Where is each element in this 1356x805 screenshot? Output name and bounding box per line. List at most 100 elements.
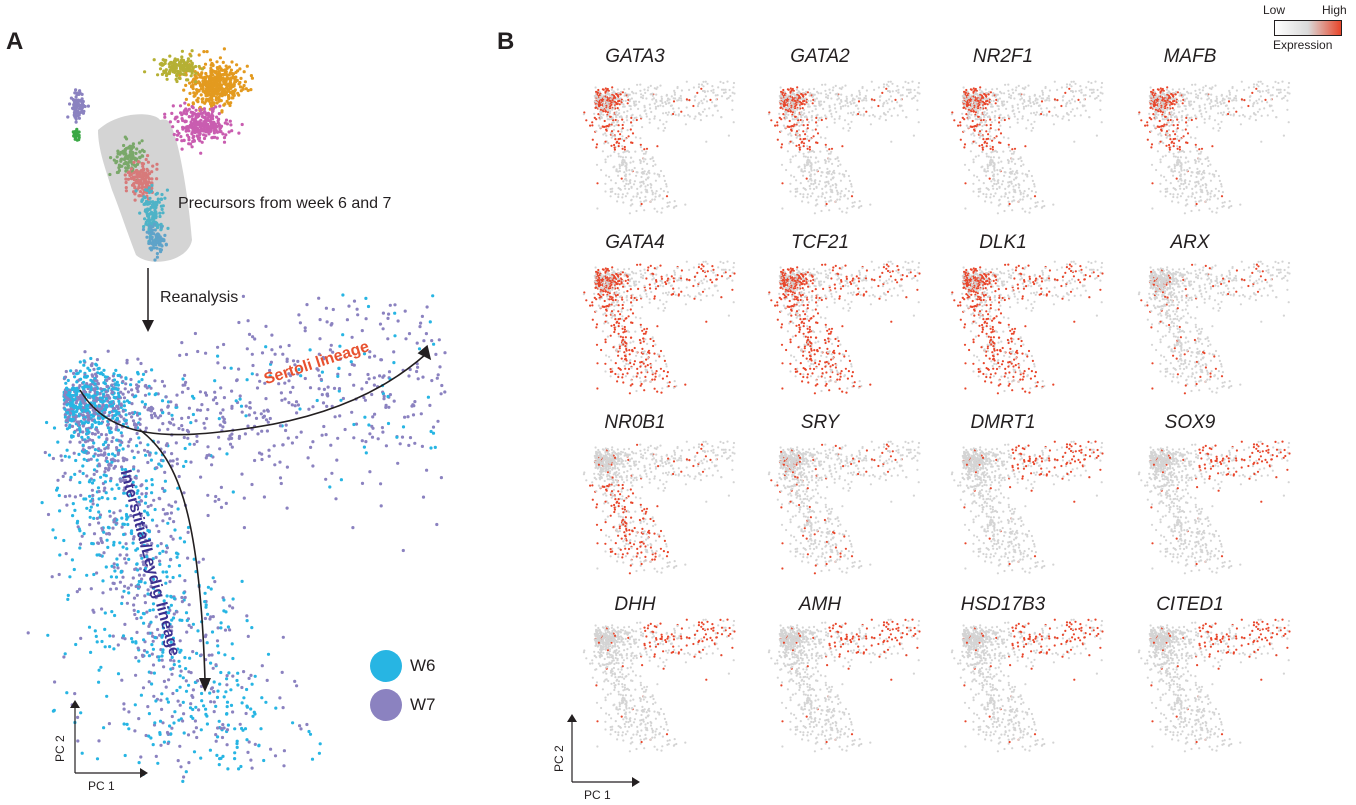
- pca-point: [179, 765, 183, 769]
- expression-point: [600, 111, 603, 114]
- expression-point: [660, 97, 663, 100]
- umap-point: [150, 203, 154, 207]
- pca-point: [171, 666, 175, 670]
- expression-point: [606, 155, 609, 158]
- expression-point: [608, 101, 611, 104]
- pca-point: [81, 399, 85, 403]
- umap-point: [242, 83, 246, 88]
- pca-point: [195, 408, 200, 412]
- expression-point: [608, 118, 611, 121]
- pca-point: [204, 605, 208, 609]
- pca-point: [70, 435, 74, 439]
- pca-point: [203, 591, 207, 595]
- expression-point: [611, 93, 614, 96]
- expression-point: [627, 187, 631, 191]
- pca-point: [129, 377, 133, 382]
- expression-point: [621, 123, 624, 127]
- expression-point: [780, 143, 784, 146]
- expression-point: [641, 97, 644, 100]
- pca-point: [379, 482, 383, 486]
- pca-point: [76, 739, 80, 743]
- pca-point: [183, 446, 187, 451]
- pca-point: [186, 733, 191, 737]
- umap-point: [132, 156, 136, 160]
- pca-point: [178, 664, 182, 668]
- umap-overview-plot: [66, 47, 254, 262]
- pca-point: [170, 625, 174, 629]
- expression-point: [662, 190, 665, 193]
- umap-point: [140, 139, 144, 143]
- pca-point: [168, 558, 173, 562]
- pca-point: [272, 444, 276, 448]
- umap-point: [185, 68, 189, 73]
- pca-point: [306, 456, 310, 460]
- pca-point: [127, 412, 132, 416]
- expression-point: [727, 96, 730, 99]
- expression-point: [677, 107, 680, 110]
- umap-point: [68, 102, 72, 106]
- pca-point: [94, 634, 98, 638]
- pca-point: [175, 555, 179, 559]
- pca-point: [63, 454, 67, 458]
- expression-point: [629, 181, 632, 185]
- umap-point: [75, 130, 79, 134]
- pca-point: [172, 612, 176, 616]
- pca-point: [92, 516, 96, 520]
- expression-point: [902, 86, 905, 89]
- expression-point: [653, 87, 656, 90]
- pca-point: [66, 397, 70, 401]
- expression-point: [838, 207, 841, 210]
- expression-point: [647, 86, 650, 89]
- expression-point: [653, 207, 656, 210]
- umap-point: [220, 73, 224, 77]
- pca-point: [73, 472, 77, 476]
- umap-point: [160, 192, 164, 197]
- umap-point: [158, 62, 162, 66]
- umap-point: [178, 66, 183, 70]
- umap-point: [148, 196, 152, 200]
- pca-point: [142, 612, 146, 616]
- expression-point: [798, 135, 802, 138]
- pca-point: [322, 357, 326, 361]
- umap-point: [222, 140, 227, 144]
- pca-point: [125, 517, 129, 521]
- expression-point: [644, 152, 647, 155]
- expression-point: [834, 186, 837, 189]
- pca-point: [234, 399, 238, 403]
- expression-point: [701, 89, 705, 93]
- expression-point: [626, 110, 629, 113]
- expression-point: [839, 195, 842, 198]
- pca-point: [160, 692, 164, 696]
- expression-point: [858, 93, 861, 96]
- umap-point: [147, 241, 151, 245]
- expression-point: [661, 197, 664, 200]
- pca-point: [250, 766, 254, 770]
- expression-point: [635, 118, 638, 122]
- umap-point: [250, 76, 254, 80]
- pca-point: [89, 457, 93, 461]
- umap-point: [134, 189, 138, 193]
- pca-point: [96, 416, 100, 420]
- expression-point: [606, 102, 609, 105]
- expression-point: [657, 127, 660, 130]
- umap-point: [188, 81, 192, 85]
- pca-point: [26, 631, 30, 635]
- pca-point: [283, 397, 287, 401]
- expression-point: [643, 110, 646, 113]
- pca-point: [150, 478, 154, 482]
- umap-point: [141, 164, 145, 168]
- expression-point: [623, 178, 627, 181]
- pca-point: [219, 670, 223, 675]
- pca-point: [184, 770, 188, 774]
- expression-point: [619, 133, 622, 136]
- umap-point: [231, 72, 235, 76]
- umap-point: [201, 89, 205, 93]
- pca-point: [209, 587, 213, 591]
- expression-point: [629, 161, 632, 164]
- expression-point: [656, 145, 659, 148]
- pca-point: [135, 431, 139, 436]
- pca-point: [387, 405, 391, 409]
- expression-point: [916, 108, 919, 111]
- expression-point: [850, 185, 853, 188]
- pca-point: [348, 372, 352, 377]
